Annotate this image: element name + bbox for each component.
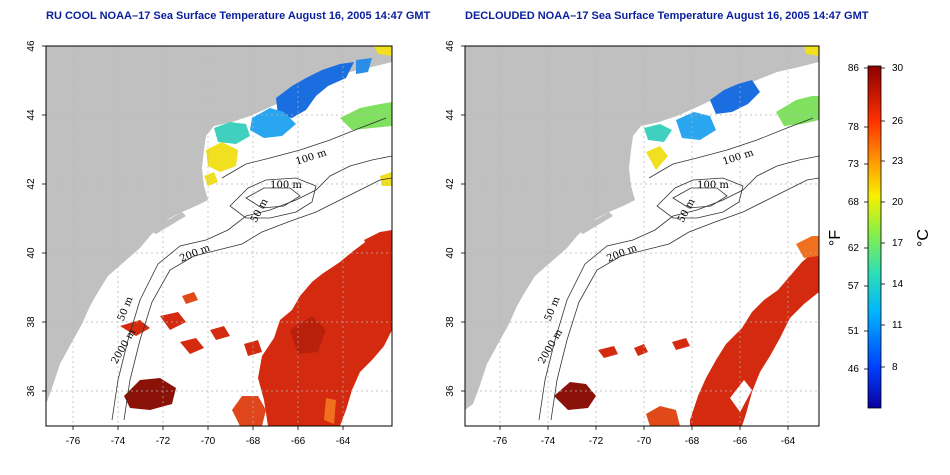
right-lon-tick-label: -66 [733,436,748,447]
left-contour-label: 100 m [270,180,302,191]
right-long-island [577,212,613,234]
fahrenheit-tick-label: 51 [848,326,860,337]
left-long-island [150,212,186,234]
celsius-tick-label: 23 [892,156,904,167]
right-lon-tick-label: -74 [541,436,556,447]
right-contour-label: 100 m [697,180,729,191]
left-map-frame [45,45,393,427]
left-lon-tick-label: -66 [291,436,306,447]
right-lat-tick-label: 44 [445,109,456,121]
right-lon-tick-label: -76 [493,436,508,447]
right-lon-tick-label: -70 [637,436,652,447]
left-bathymetry-contours [111,117,392,421]
left-lon-tick-label: -76 [66,436,81,447]
right-lat-tick-label: 40 [445,247,456,259]
fahrenheit-tick-label: 86 [848,63,860,74]
celsius-tick-label: 8 [892,362,898,373]
left-grid [46,45,392,426]
right-map-panel [464,45,820,427]
colorbar-ticks: 86 78 73 68 62 57 51 46 30 26 23 20 17 14 11 8 [848,63,904,375]
right-lat-tick-label: 42 [445,178,456,190]
left-lon-tick-label: -64 [336,436,351,447]
fahrenheit-tick-label: 46 [848,364,860,375]
left-sst-cool-patches [204,46,392,186]
celsius-tick-label: 11 [892,320,903,331]
celsius-tick-label: 17 [892,238,904,249]
right-sst-cool-patches [644,46,819,170]
left-lat-tick-label: 44 [26,109,37,121]
left-panel-title: RU COOL NOAA–17 Sea Surface Temperature … [46,10,431,22]
colorbar: 86 78 73 68 62 57 51 46 30 26 23 20 17 14 11 8 °F °C [827,63,932,409]
left-lat-tick-label: 40 [26,247,37,259]
left-land-mass [46,46,392,404]
right-lon-tick-label: -64 [781,436,796,447]
right-lon-tick-label: -72 [589,436,604,447]
fahrenheit-tick-label: 68 [848,197,860,208]
fahrenheit-tick-label: 73 [848,159,860,170]
left-map-panel [45,45,393,427]
unit-fahrenheit-label: °F [827,230,844,246]
right-lon-tick-label: -68 [685,436,700,447]
right-lat-tick-label: 36 [445,385,456,397]
celsius-tick-label: 20 [892,197,904,208]
unit-celsius-label: °C [915,229,932,247]
right-bathymetry-contours [538,117,819,421]
left-lon-tick-label: -68 [246,436,261,447]
axis-tick-labels: -76 -74 -72 -70 -68 -66 -64 46 44 42 40 38 36 -76 -74 -… [26,40,796,447]
left-lon-tick-label: -72 [156,436,171,447]
left-lon-tick-label: -74 [111,436,126,447]
fahrenheit-tick-label: 78 [848,122,860,133]
left-lon-tick-label: -70 [201,436,216,447]
right-map-frame [464,45,820,427]
celsius-tick-label: 26 [892,116,904,127]
right-land-mass [465,46,819,410]
fahrenheit-tick-label: 62 [848,243,860,254]
left-lat-tick-label: 42 [26,178,37,190]
right-grid [465,45,819,426]
fahrenheit-tick-label: 57 [848,281,860,292]
right-sst-warm-patches [554,236,819,426]
left-lat-tick-label: 38 [26,316,37,328]
right-lat-tick-label: 46 [445,40,456,52]
right-panel-title: DECLOUDED NOAA–17 Sea Surface Temperatur… [465,10,869,22]
colorbar-gradient [867,65,882,409]
celsius-tick-label: 14 [892,279,904,290]
left-lat-tick-label: 36 [26,385,37,397]
right-lat-tick-label: 38 [445,316,456,328]
left-lat-tick-label: 46 [26,40,37,52]
celsius-tick-label: 30 [892,63,904,74]
